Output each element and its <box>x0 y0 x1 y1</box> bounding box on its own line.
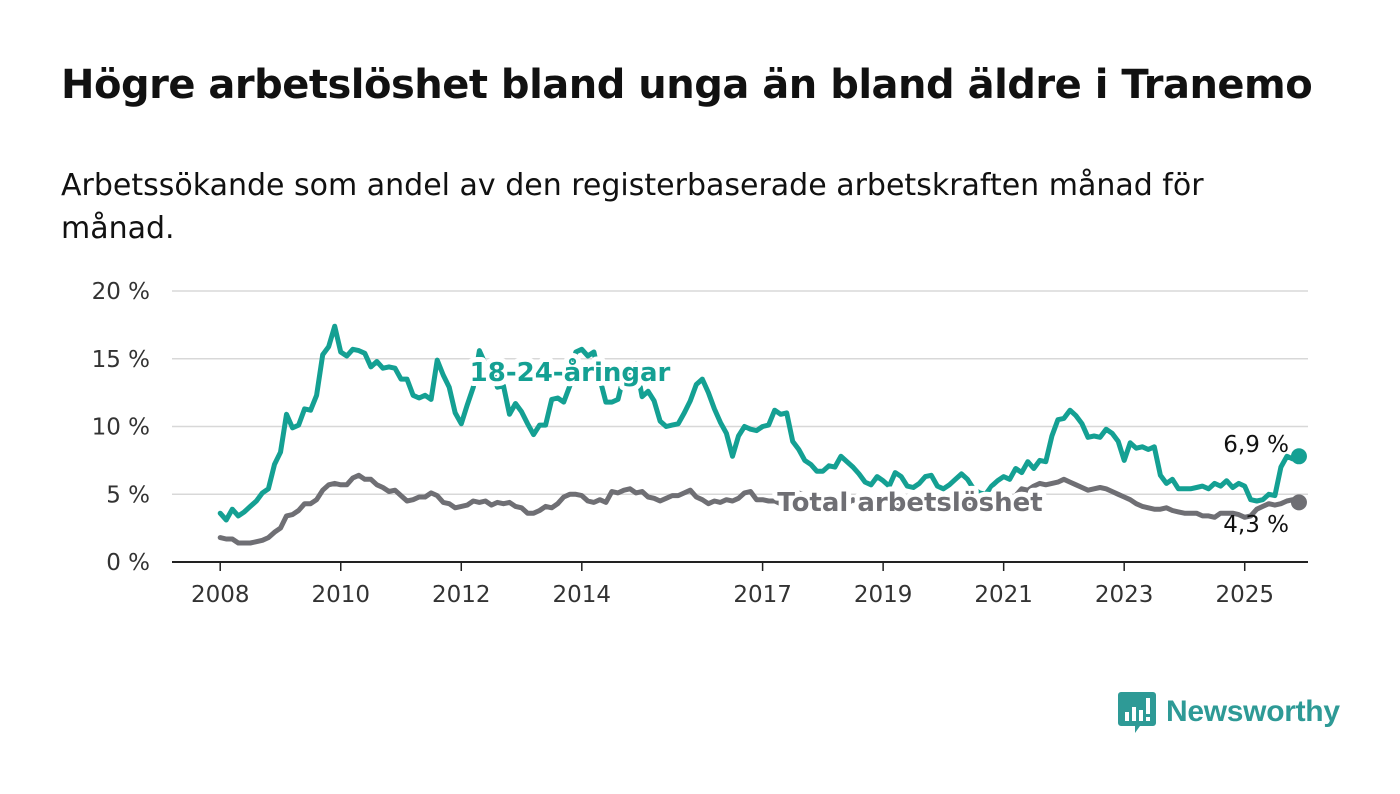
series-label-total: Total arbetslöshet <box>777 488 1042 518</box>
y-tick-label: 20 % <box>92 279 150 305</box>
x-tick-label: 2023 <box>1095 582 1154 608</box>
x-tick-label: 2019 <box>854 582 913 608</box>
newsworthy-logo: Newsworthy <box>1118 690 1340 734</box>
series-line-total <box>217 472 1302 546</box>
x-tick-label: 2014 <box>553 582 612 608</box>
series-end-point-total <box>1290 494 1307 511</box>
series-label-youth: 18-24-åringar <box>470 356 671 388</box>
x-tick-label: 2008 <box>191 582 250 608</box>
x-tick-label: 2025 <box>1215 582 1274 608</box>
series-line-youth <box>217 323 1302 523</box>
y-tick-label: 0 % <box>106 550 150 576</box>
x-tick-label: 2021 <box>974 582 1033 608</box>
series-lines <box>217 323 1307 546</box>
bar-chart-speech-bubble-icon <box>1118 692 1156 733</box>
x-axis-ticks: 2008 2010 2012 2014 2017 2019 2021 2023 2025 <box>191 562 1274 608</box>
page-title: Högre arbetslöshet bland unga än bland ä… <box>61 62 1313 108</box>
x-tick-label: 2017 <box>733 582 792 608</box>
page-subtitle: Arbetssökande som andel av den registerb… <box>61 168 1204 246</box>
brand-name: Newsworthy <box>1166 695 1340 728</box>
y-tick-label: 10 % <box>92 415 150 441</box>
y-tick-label: 15 % <box>92 347 150 373</box>
end-value-total: 4,3 % <box>1223 512 1289 538</box>
grid-lines <box>172 290 1308 563</box>
x-tick-label: 2012 <box>432 582 491 608</box>
y-tick-label: 5 % <box>106 482 150 508</box>
end-value-youth: 6,9 % <box>1223 432 1289 458</box>
series-labels: 18-24-åringar Total arbetslöshet 6,9 % 4,3 … <box>465 351 1289 538</box>
y-axis-ticks: 0 % 5 % 10 % 15 % 20 % <box>92 279 150 576</box>
x-tick-label: 2010 <box>311 582 370 608</box>
series-end-point-youth <box>1290 448 1307 465</box>
